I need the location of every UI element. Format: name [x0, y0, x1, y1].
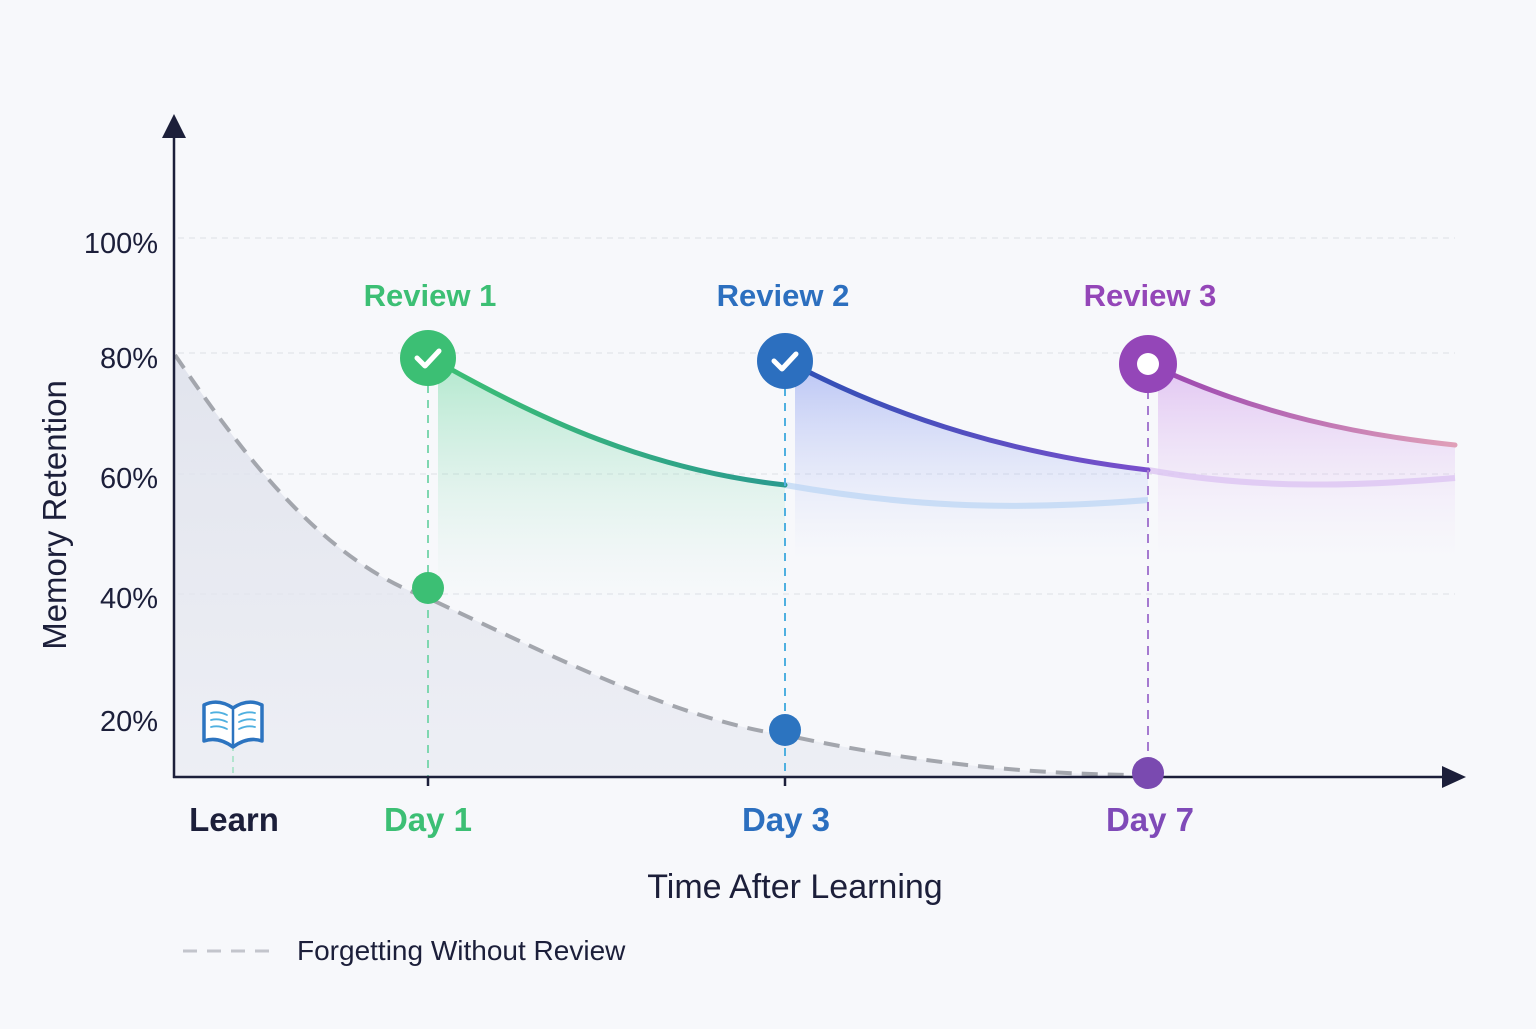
y-tick-20: 20% [100, 706, 158, 738]
review3-marker [1119, 335, 1177, 393]
check-icon [414, 348, 442, 369]
review2-area [795, 365, 1148, 560]
y-axis-arrow [162, 114, 186, 138]
day7-forgetting-point [1132, 757, 1164, 789]
review1-marker [400, 330, 456, 386]
review1-area [438, 362, 785, 600]
review2-marker [757, 333, 813, 389]
day1-forgetting-point [412, 572, 444, 604]
y-tick-80: 80% [100, 343, 158, 375]
y-tick-100: 100% [84, 228, 158, 260]
review3-label: Review 3 [1084, 278, 1217, 313]
x-tick-day3: Day 3 [742, 801, 830, 838]
book-icon [202, 700, 264, 749]
check-icon [771, 351, 799, 372]
forgetting-area [175, 355, 1148, 776]
legend: Forgetting Without Review [183, 935, 626, 966]
x-tick-day7: Day 7 [1106, 801, 1194, 838]
ring-icon [1137, 353, 1159, 375]
y-tick-60: 60% [100, 463, 158, 495]
review1-curve [435, 359, 788, 488]
forgetting-curve [173, 353, 1149, 777]
review2-curve [792, 362, 1151, 473]
x-tick-learn: Learn [189, 801, 279, 838]
x-axis-arrow [1442, 766, 1466, 788]
review2-label: Review 2 [717, 278, 850, 313]
review3-area [1158, 368, 1455, 560]
day3-forgetting-point [769, 714, 801, 746]
y-tick-40: 40% [100, 583, 158, 615]
x-tick-day1: Day 1 [384, 801, 472, 838]
axes [172, 135, 1445, 786]
review3-curve [1155, 365, 1458, 448]
y-axis-label: Memory Retention [36, 380, 73, 650]
legend-label: Forgetting Without Review [297, 935, 626, 966]
x-axis-label: Time After Learning [647, 868, 942, 906]
review1-label: Review 1 [364, 278, 497, 313]
